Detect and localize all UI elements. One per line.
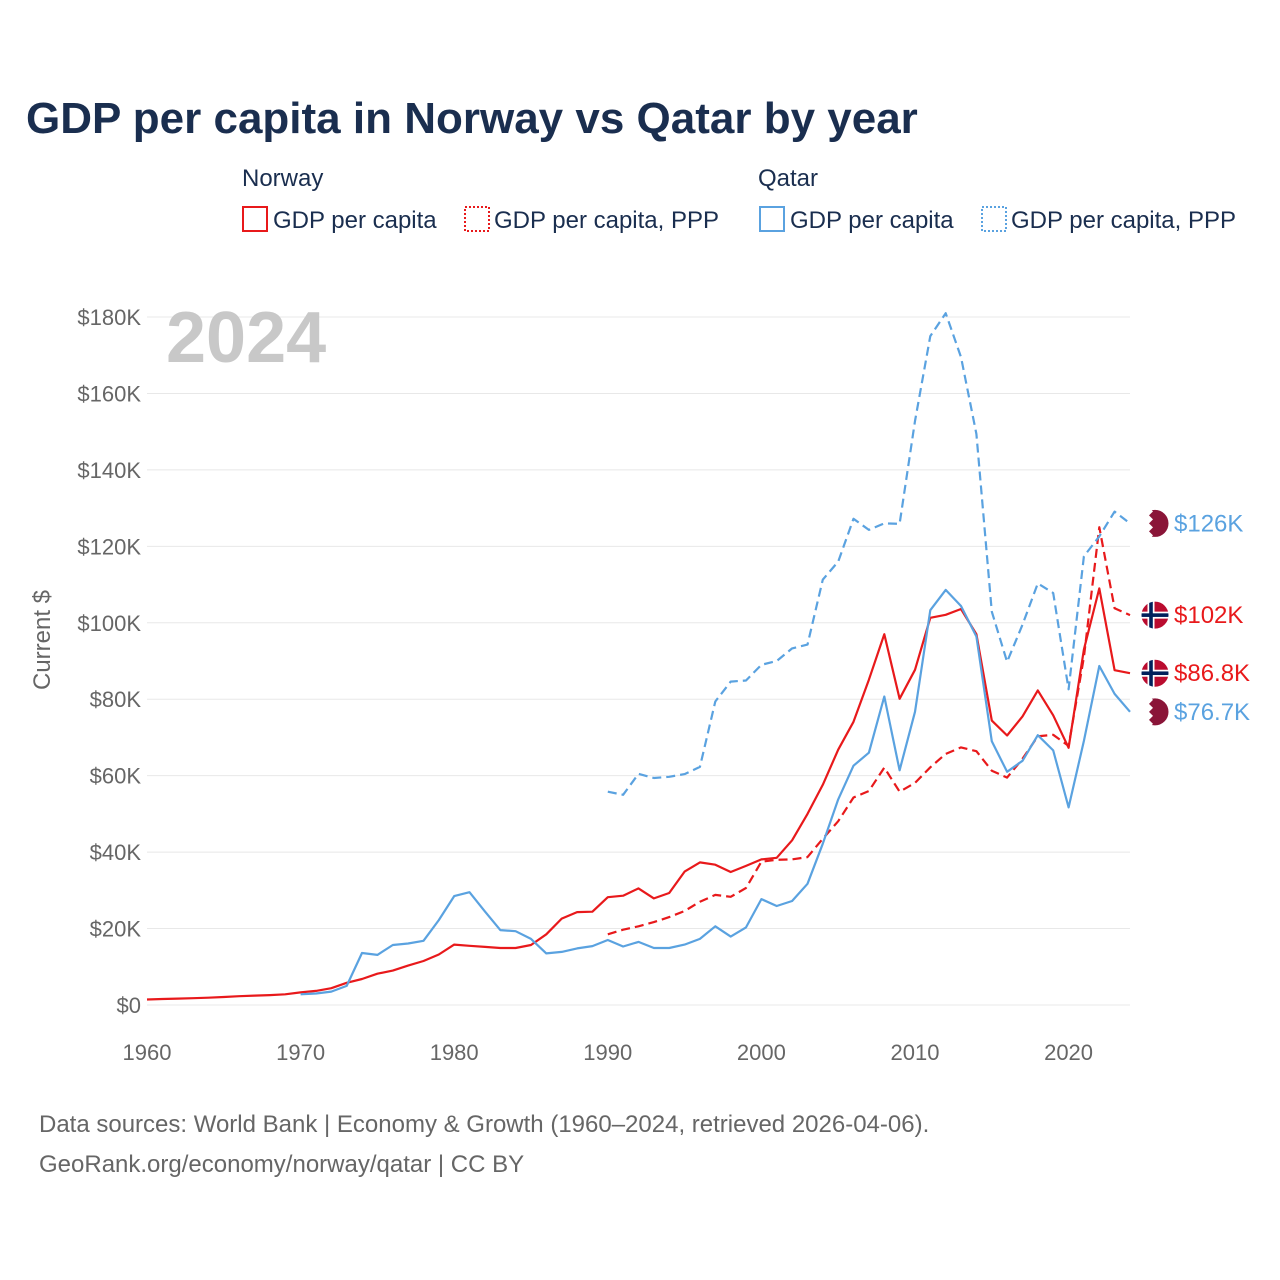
y-tick-label: $120K <box>77 534 141 559</box>
source-line-2: GeoRank.org/economy/norway/qatar | CC BY <box>39 1151 524 1178</box>
series-line-qatar-gdp-per-capita <box>300 588 1131 996</box>
x-tick-label: 2020 <box>1044 1040 1093 1065</box>
end-label: $126K <box>1174 510 1243 537</box>
y-tick-label: $180K <box>77 305 141 330</box>
norway-flag-icon <box>1140 658 1170 688</box>
y-tick-label: $160K <box>77 381 141 406</box>
series-line-norway-gdp-per-capita <box>146 587 1131 1001</box>
series-line-qatar-gdp-per-capita-ppp <box>607 312 1131 796</box>
x-tick-label: 1970 <box>276 1040 325 1065</box>
y-axis-label: Current $ <box>29 590 56 690</box>
chart-title: GDP per capita in Norway vs Qatar by yea… <box>26 94 918 143</box>
x-tick-label: 2010 <box>890 1040 939 1065</box>
series-lines <box>146 312 1131 1001</box>
series-line-norway-gdp-per-capita-ppp <box>607 526 1131 936</box>
norway-flag-icon <box>1140 600 1170 630</box>
qatar-flag-icon <box>1140 508 1170 538</box>
legend-swatch-qatar-gdp <box>759 206 785 232</box>
end-markers: $86.8K $102K $76.7K $126K <box>1140 508 1250 727</box>
legend-swatch-norway-gdp <box>242 206 268 232</box>
y-tick-label: $0 <box>117 993 141 1018</box>
legend-group-norway: Norway <box>242 165 323 192</box>
end-label: $102K <box>1174 602 1243 629</box>
source-line-1: Data sources: World Bank | Economy & Gro… <box>39 1111 929 1138</box>
x-axis-ticks: 1960 1970 1980 1990 2000 2010 2020 <box>123 1040 1094 1065</box>
gridlines <box>147 316 1130 1006</box>
y-tick-label: $140K <box>77 458 141 483</box>
end-label: $86.8K <box>1174 660 1250 687</box>
y-axis-ticks: $0 $20K $40K $60K $80K $100K $120K $140K $160K $1… <box>77 305 141 1018</box>
legend: Norway Qatar GDP per capita GDP per capi… <box>242 165 1236 234</box>
y-tick-label: $60K <box>90 764 142 789</box>
x-tick-label: 1960 <box>123 1040 172 1065</box>
y-tick-label: $80K <box>90 687 142 712</box>
qatar-flag-icon <box>1140 697 1170 727</box>
legend-label-norway-ppp: GDP per capita, PPP <box>494 207 719 234</box>
legend-group-qatar: Qatar <box>758 165 818 192</box>
x-tick-label: 2000 <box>737 1040 786 1065</box>
y-tick-label: $20K <box>90 917 142 942</box>
legend-label-norway-gdp: GDP per capita <box>273 207 437 234</box>
x-tick-label: 1990 <box>583 1040 632 1065</box>
x-tick-label: 1980 <box>430 1040 479 1065</box>
end-label: $76.7K <box>1174 699 1250 726</box>
legend-label-qatar-ppp: GDP per capita, PPP <box>1011 207 1236 234</box>
legend-swatch-norway-ppp <box>464 206 490 232</box>
legend-label-qatar-gdp: GDP per capita <box>790 207 954 234</box>
y-tick-label: $100K <box>77 611 141 636</box>
y-tick-label: $40K <box>90 840 142 865</box>
legend-swatch-qatar-ppp <box>981 206 1007 232</box>
year-watermark: 2024 <box>166 298 326 378</box>
